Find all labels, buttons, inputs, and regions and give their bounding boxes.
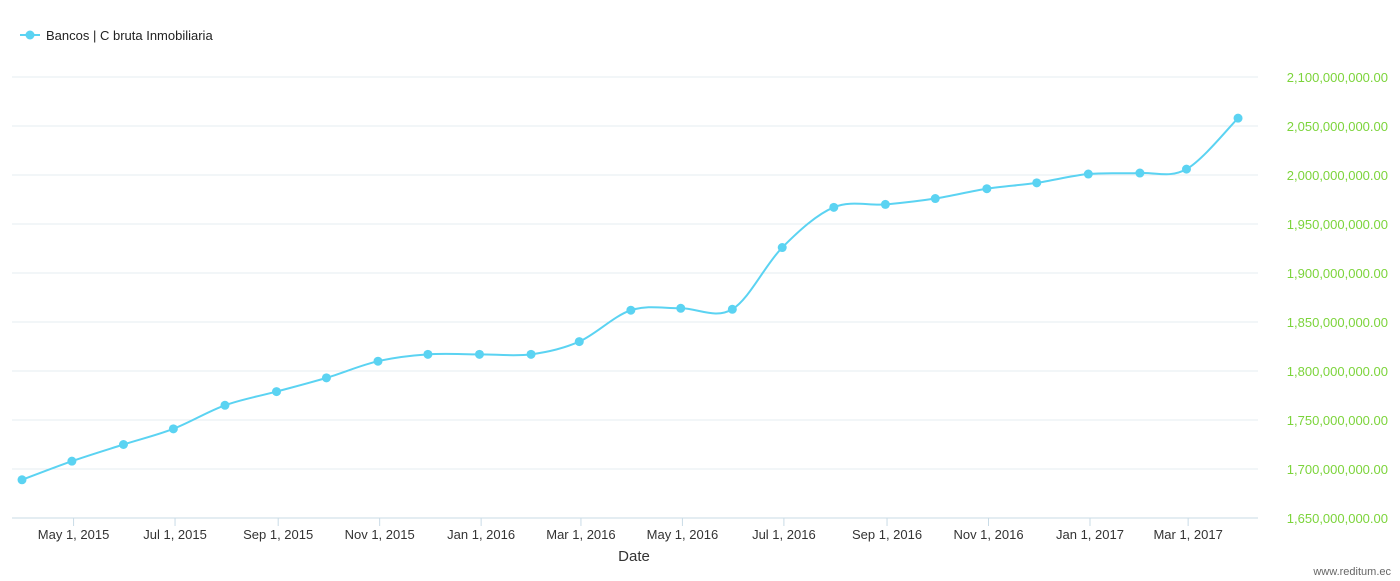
data-point-marker[interactable] (829, 202, 839, 212)
x-tick-label: May 1, 2016 (647, 527, 719, 542)
data-point-marker[interactable] (373, 356, 383, 366)
x-tick-label: Nov 1, 2016 (953, 527, 1023, 542)
data-point-marker[interactable] (626, 305, 636, 315)
legend-marker-symbol (25, 30, 35, 40)
x-tick-label: Jul 1, 2015 (143, 527, 207, 542)
y-tick-label: 2,000,000,000.00 (1287, 168, 1388, 183)
legend[interactable]: Bancos | C bruta Inmobiliaria (20, 28, 213, 43)
x-tick-label: Mar 1, 2016 (546, 527, 615, 542)
data-point-marker[interactable] (474, 349, 484, 359)
data-point-marker[interactable] (526, 349, 536, 359)
y-tick-label: 1,850,000,000.00 (1287, 315, 1388, 330)
x-tick-label: Sep 1, 2016 (852, 527, 922, 542)
credits-text[interactable]: www.reditum.ec (1312, 566, 1391, 578)
x-tick-label: Jan 1, 2016 (447, 527, 515, 542)
data-point-marker[interactable] (982, 184, 992, 194)
series-group (17, 113, 1243, 485)
data-point-marker[interactable] (67, 456, 77, 466)
data-point-marker[interactable] (574, 337, 584, 347)
x-tick-label: Jul 1, 2016 (752, 527, 816, 542)
data-point-marker[interactable] (880, 199, 890, 209)
data-point-marker[interactable] (1083, 169, 1093, 179)
data-point-marker[interactable] (423, 349, 433, 359)
y-tick-label: 1,950,000,000.00 (1287, 217, 1388, 232)
x-tick-label: May 1, 2015 (38, 527, 110, 542)
legend-label[interactable]: Bancos | C bruta Inmobiliaria (46, 28, 213, 43)
x-axis: May 1, 2015 Jul 1, 2015 Sep 1, 2015 Nov 1, … (38, 518, 1223, 542)
y-tick-label: 2,050,000,000.00 (1287, 119, 1388, 134)
data-point-marker[interactable] (220, 400, 230, 410)
data-point-marker[interactable] (1181, 164, 1191, 174)
data-point-marker[interactable] (777, 243, 787, 253)
y-tick-label: 2,100,000,000.00 (1287, 70, 1388, 85)
grid-lines (12, 76, 1258, 519)
y-tick-label: 1,700,000,000.00 (1287, 462, 1388, 477)
data-point-marker[interactable] (272, 387, 282, 397)
data-point-marker[interactable] (1233, 113, 1243, 123)
y-tick-label: 1,800,000,000.00 (1287, 364, 1388, 379)
x-tick-label: Jan 1, 2017 (1056, 527, 1124, 542)
data-point-marker[interactable] (1135, 168, 1145, 178)
x-axis-title: Date (618, 548, 650, 565)
data-point-marker[interactable] (321, 373, 331, 383)
y-tick-label: 1,750,000,000.00 (1287, 413, 1388, 428)
data-point-marker[interactable] (930, 194, 940, 204)
x-tick-label: Mar 1, 2017 (1153, 527, 1222, 542)
data-point-marker[interactable] (118, 440, 128, 449)
series-line (21, 117, 1239, 481)
x-tick-label: Sep 1, 2015 (243, 527, 313, 542)
x-tick-label: Nov 1, 2015 (345, 527, 415, 542)
data-point-marker[interactable] (727, 304, 737, 314)
data-point-marker[interactable] (676, 303, 686, 313)
data-point-marker[interactable] (1032, 178, 1042, 188)
data-point-marker[interactable] (17, 475, 27, 485)
y-tick-label: 1,650,000,000.00 (1287, 511, 1388, 526)
y-axis: 1,650,000,000.00 1,700,000,000.00 1,750,00… (1287, 70, 1388, 526)
y-tick-label: 1,900,000,000.00 (1287, 266, 1388, 281)
data-point-marker[interactable] (168, 424, 178, 434)
